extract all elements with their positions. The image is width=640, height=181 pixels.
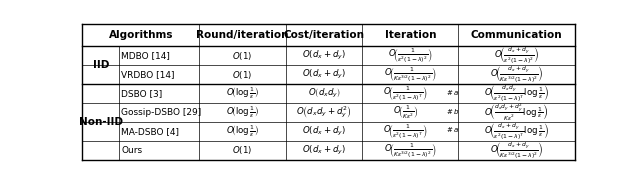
Text: $O\!\left(\frac{1}{\epsilon^2(1-\lambda)^7}\right)$: $O\!\left(\frac{1}{\epsilon^2(1-\lambda)… — [383, 84, 428, 103]
Text: Iteration: Iteration — [385, 30, 436, 40]
Text: Round/iteration: Round/iteration — [196, 30, 289, 40]
Text: MDBO [14]: MDBO [14] — [122, 51, 170, 60]
Text: $O\left(d_x d_y+d_y^2\right)$: $O\left(d_x d_y+d_y^2\right)$ — [296, 105, 352, 120]
Text: Communication: Communication — [471, 30, 563, 40]
Text: $O\!\left(\frac{d_x+d_y}{K\epsilon^{3/2}(1-\lambda)^2}\right)$: $O\!\left(\frac{d_x+d_y}{K\epsilon^{3/2}… — [490, 140, 543, 161]
Text: Non-IID: Non-IID — [79, 117, 123, 127]
Text: $O\!\left(\frac{d_x d_y+d_y^2}{K\epsilon^2}\log\frac{1}{\epsilon}\right)$: $O\!\left(\frac{d_x d_y+d_y^2}{K\epsilon… — [484, 102, 548, 123]
Text: $O(d_x+d_y)$: $O(d_x+d_y)$ — [302, 49, 346, 62]
Text: $O(d_x+d_y)$: $O(d_x+d_y)$ — [302, 125, 346, 138]
Text: $\#\,a$: $\#\,a$ — [446, 125, 459, 134]
Text: $O\!\left(\frac{d_x+d_y}{\epsilon^2(1-\lambda)^7}\log\frac{1}{\epsilon}\right)$: $O\!\left(\frac{d_x+d_y}{\epsilon^2(1-\l… — [484, 121, 549, 142]
Text: $O\!\left(\frac{1}{K\epsilon^{3/2}(1-\lambda)^2}\right)$: $O\!\left(\frac{1}{K\epsilon^{3/2}(1-\la… — [384, 65, 436, 84]
Text: $O\!\left(\frac{1}{K\epsilon^{3/2}(1-\lambda)^2}\right)$: $O\!\left(\frac{1}{K\epsilon^{3/2}(1-\la… — [384, 141, 436, 160]
Text: $\#\,a$: $\#\,a$ — [446, 88, 459, 97]
Text: Gossip-DSBO [29]: Gossip-DSBO [29] — [122, 108, 202, 117]
Text: $O(d_x+d_y)$: $O(d_x+d_y)$ — [302, 144, 346, 157]
Text: $O(1)$: $O(1)$ — [232, 144, 253, 156]
Text: DSBO [3]: DSBO [3] — [122, 89, 163, 98]
Text: $O\left(d_x d_y\right)$: $O\left(d_x d_y\right)$ — [308, 87, 340, 100]
Text: $O\!\left(\frac{d_x d_y}{\epsilon^2(1-\lambda)^7}\log\frac{1}{\epsilon}\right)$: $O\!\left(\frac{d_x d_y}{\epsilon^2(1-\l… — [484, 83, 549, 104]
Text: $O\!\left(\log\frac{1}{\epsilon}\right)$: $O\!\left(\log\frac{1}{\epsilon}\right)$ — [226, 124, 259, 139]
Text: $O\!\left(\frac{1}{\epsilon^2(1-\lambda)^2}\right)$: $O\!\left(\frac{1}{\epsilon^2(1-\lambda)… — [388, 47, 433, 65]
Text: VRDBO [14]: VRDBO [14] — [122, 70, 175, 79]
Text: $O\!\left(\frac{1}{\epsilon^2(1-\lambda)^7}\right)$: $O\!\left(\frac{1}{\epsilon^2(1-\lambda)… — [383, 122, 428, 141]
Text: $O(1)$: $O(1)$ — [232, 69, 253, 81]
Text: MA-DSBO [4]: MA-DSBO [4] — [122, 127, 179, 136]
Text: $O\!\left(\log\frac{1}{\epsilon}\right)$: $O\!\left(\log\frac{1}{\epsilon}\right)$ — [226, 105, 259, 120]
Text: $O\!\left(\frac{d_x+d_y}{\epsilon^2(1-\lambda)^2}\right)$: $O\!\left(\frac{d_x+d_y}{\epsilon^2(1-\l… — [494, 45, 540, 66]
Text: $O\!\left(\frac{d_x+d_y}{K\epsilon^{3/2}(1-\lambda)^2}\right)$: $O\!\left(\frac{d_x+d_y}{K\epsilon^{3/2}… — [490, 64, 543, 85]
Text: $\#\,b$: $\#\,b$ — [446, 107, 459, 116]
Text: Algorithms: Algorithms — [109, 30, 173, 40]
Text: $O\!\left(\frac{1}{K\epsilon^2}\right)$: $O\!\left(\frac{1}{K\epsilon^2}\right)$ — [392, 104, 418, 121]
Text: IID: IID — [93, 60, 109, 70]
Text: Ours: Ours — [122, 146, 143, 155]
Text: Cost/iteration: Cost/iteration — [284, 30, 365, 40]
Text: $O(1)$: $O(1)$ — [232, 50, 253, 62]
Text: $O(d_x+d_y)$: $O(d_x+d_y)$ — [302, 68, 346, 81]
Text: $O\!\left(\log\frac{1}{\epsilon}\right)$: $O\!\left(\log\frac{1}{\epsilon}\right)$ — [226, 86, 259, 101]
